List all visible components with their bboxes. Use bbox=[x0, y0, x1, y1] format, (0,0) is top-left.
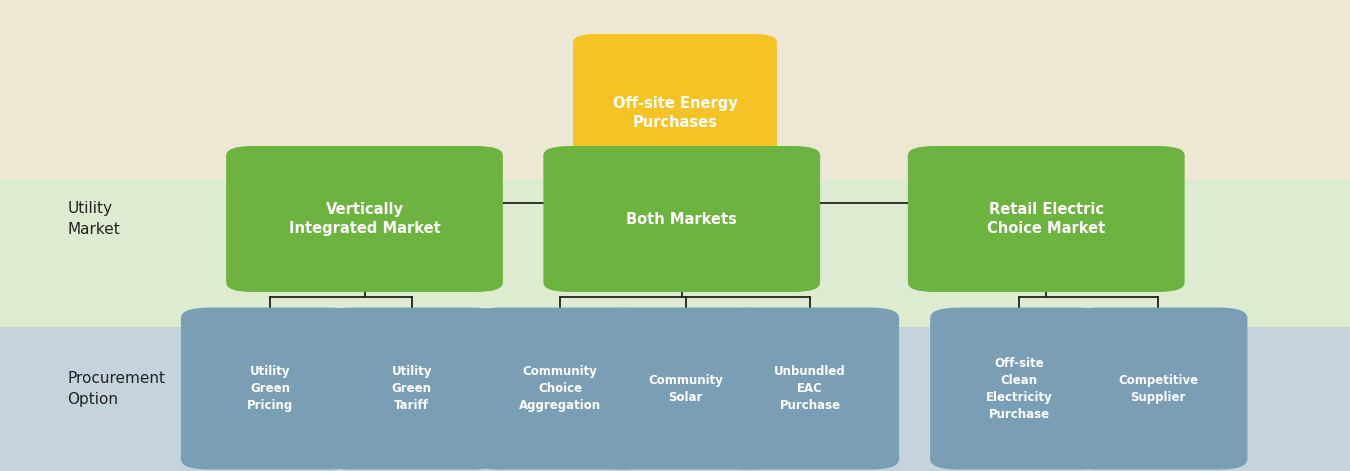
FancyBboxPatch shape bbox=[930, 308, 1108, 470]
FancyBboxPatch shape bbox=[225, 146, 502, 292]
Text: Utility
Green
Pricing: Utility Green Pricing bbox=[247, 365, 293, 412]
Text: Community
Solar: Community Solar bbox=[648, 374, 724, 404]
Text: Utility
Green
Tariff: Utility Green Tariff bbox=[392, 365, 432, 412]
Bar bbox=[0, 179, 1350, 327]
Text: Utility
Market: Utility Market bbox=[68, 201, 120, 237]
Text: Both Markets: Both Markets bbox=[626, 211, 737, 227]
FancyBboxPatch shape bbox=[907, 146, 1185, 292]
FancyBboxPatch shape bbox=[471, 308, 649, 470]
Text: Off-site
Clean
Electricity
Purchase: Off-site Clean Electricity Purchase bbox=[986, 357, 1053, 421]
Text: Procurement
Option: Procurement Option bbox=[68, 371, 166, 406]
Bar bbox=[0, 0, 1350, 179]
FancyBboxPatch shape bbox=[1069, 308, 1247, 470]
Text: Off-site Energy
Purchases: Off-site Energy Purchases bbox=[613, 96, 737, 130]
Text: Unbundled
EAC
Purchase: Unbundled EAC Purchase bbox=[774, 365, 846, 412]
Text: Vertically
Integrated Market: Vertically Integrated Market bbox=[289, 202, 440, 236]
Text: Competitive
Supplier: Competitive Supplier bbox=[1118, 374, 1199, 404]
FancyBboxPatch shape bbox=[181, 308, 359, 470]
Bar bbox=[0, 327, 1350, 471]
FancyBboxPatch shape bbox=[543, 146, 819, 292]
FancyBboxPatch shape bbox=[721, 308, 899, 470]
FancyBboxPatch shape bbox=[597, 308, 775, 470]
Text: Retail Electric
Choice Market: Retail Electric Choice Market bbox=[987, 202, 1106, 236]
FancyBboxPatch shape bbox=[572, 34, 778, 192]
Text: Community
Choice
Aggregation: Community Choice Aggregation bbox=[520, 365, 601, 412]
FancyBboxPatch shape bbox=[323, 308, 501, 470]
